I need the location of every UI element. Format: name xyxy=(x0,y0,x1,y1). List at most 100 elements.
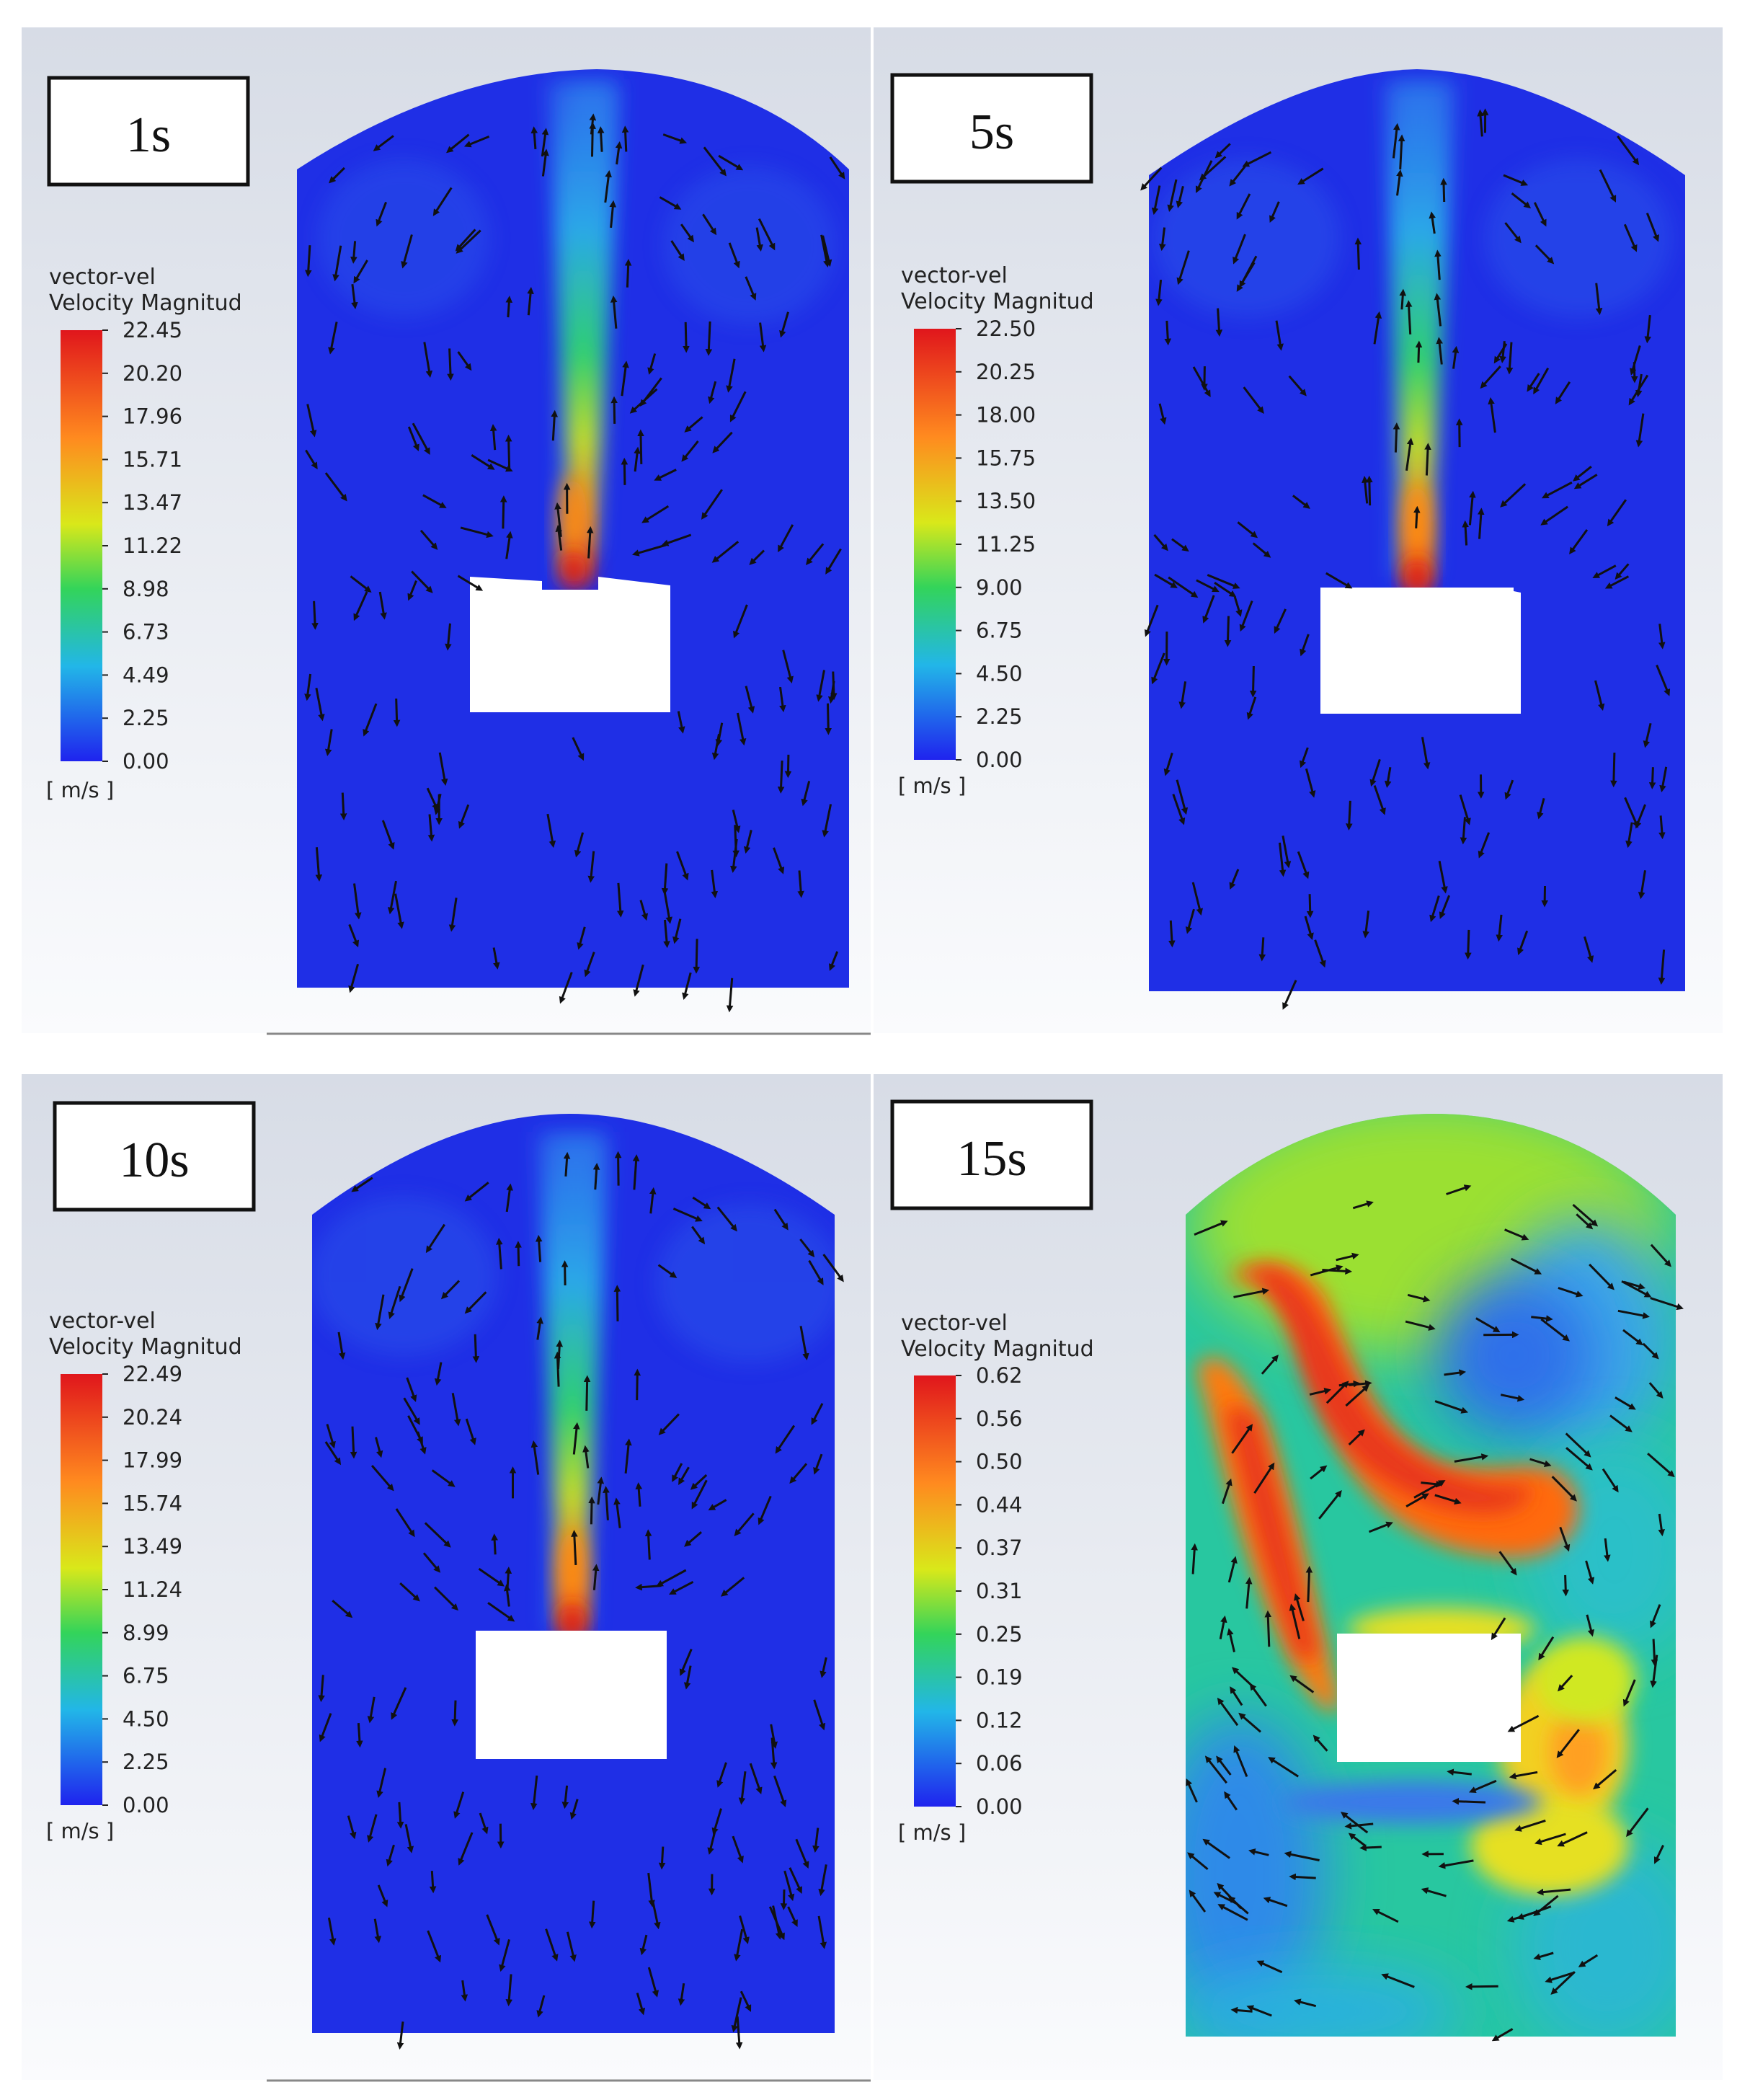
velocity-vector xyxy=(670,240,685,262)
velocity-vector xyxy=(1573,466,1592,482)
velocity-vector xyxy=(773,1208,789,1231)
velocity-vector xyxy=(423,342,433,378)
legend-15s: vector-vel Velocity Magnitud 0.62 0.56 0.5… xyxy=(898,1311,1094,1845)
velocity-vector xyxy=(1622,1679,1636,1707)
velocity-vector xyxy=(1294,1998,1317,2008)
colorbar-tick-label: 0.06 xyxy=(976,1751,1023,1776)
velocity-vector xyxy=(716,1206,737,1232)
velocity-vector xyxy=(633,964,644,997)
velocity-vector xyxy=(672,918,682,944)
velocity-vector xyxy=(773,1775,787,1807)
velocity-vector xyxy=(1545,1971,1575,1983)
velocity-vector xyxy=(1348,1833,1366,1847)
velocity-vector xyxy=(455,229,476,252)
velocity-vector xyxy=(1297,851,1310,880)
velocity-vector xyxy=(743,830,752,854)
velocity-vector xyxy=(326,1424,336,1449)
time-label: 10s xyxy=(119,1133,189,1188)
velocity-vector xyxy=(566,1931,577,1962)
velocity-vector xyxy=(587,851,595,883)
velocity-vector xyxy=(457,351,472,371)
velocity-vector xyxy=(726,978,734,1013)
velocity-vector xyxy=(708,381,717,404)
velocity-vector xyxy=(1594,680,1605,712)
velocity-vector xyxy=(682,972,692,1001)
velocity-vector xyxy=(463,136,490,148)
velocity-vector xyxy=(1219,1615,1227,1639)
velocity-vector xyxy=(610,295,618,329)
velocity-vector xyxy=(647,353,657,375)
legend-unit: [ m/s ] xyxy=(46,1819,114,1843)
velocity-vector xyxy=(348,963,360,993)
velocity-vector xyxy=(1460,817,1467,845)
velocity-vector xyxy=(799,1239,815,1258)
velocity-vector xyxy=(1504,779,1514,800)
velocity-vector xyxy=(1647,1453,1675,1478)
velocity-vector xyxy=(440,1280,461,1300)
velocity-vector xyxy=(1275,320,1284,351)
velocity-vector xyxy=(347,1815,357,1840)
velocity-vector xyxy=(1504,222,1522,244)
velocity-vector xyxy=(555,524,563,551)
velocity-vector xyxy=(818,1864,827,1897)
velocity-vector xyxy=(530,126,538,150)
velocity-vector xyxy=(808,1259,824,1285)
velocity-vector xyxy=(1413,1480,1446,1499)
velocity-vector xyxy=(1585,1560,1595,1585)
velocity-vector xyxy=(726,358,736,393)
velocity-vector xyxy=(787,1906,798,1927)
velocity-vector xyxy=(672,1463,683,1482)
velocity-vector xyxy=(541,128,549,157)
velocity-vector xyxy=(561,1785,569,1809)
velocity-vector xyxy=(391,1687,407,1720)
velocity-vector xyxy=(604,170,612,203)
velocity-vector xyxy=(561,1260,569,1286)
velocity-vector xyxy=(1215,308,1223,337)
velocity-vector xyxy=(1477,109,1484,137)
vector-arrows-10s xyxy=(318,1151,844,2050)
velocity-vector xyxy=(1578,1954,1599,1967)
velocity-vector xyxy=(1172,794,1186,825)
velocity-vector xyxy=(1586,1614,1595,1637)
colorbar-tick-label: 2.25 xyxy=(976,704,1023,729)
velocity-vector xyxy=(1236,193,1251,220)
velocity-vector xyxy=(692,1196,711,1210)
velocity-vector xyxy=(1626,1807,1649,1838)
velocity-vector xyxy=(779,686,786,713)
velocity-vector xyxy=(387,880,397,915)
velocity-vector xyxy=(1434,1494,1462,1505)
colorbar-tick-label: 13.50 xyxy=(976,489,1036,513)
velocity-vector xyxy=(703,146,727,177)
colorbar-tick-label: 0.44 xyxy=(976,1492,1023,1517)
velocity-vector xyxy=(1651,1639,1658,1667)
velocity-vector xyxy=(353,591,368,621)
velocity-vector xyxy=(434,1586,459,1611)
velocity-vector xyxy=(424,1522,451,1548)
velocity-vector xyxy=(541,149,549,177)
velocity-vector xyxy=(471,454,495,470)
velocity-vector xyxy=(1500,1394,1525,1402)
velocity-vector xyxy=(1491,1617,1506,1641)
velocity-vector xyxy=(1368,1521,1393,1533)
velocity-vector xyxy=(1229,869,1240,890)
velocity-vector xyxy=(505,1974,513,2006)
velocity-vector xyxy=(603,1486,610,1520)
velocity-vector xyxy=(672,1208,703,1222)
velocity-vector xyxy=(394,893,404,929)
velocity-vector xyxy=(811,1403,824,1425)
velocity-vector xyxy=(1624,797,1639,828)
velocity-vector xyxy=(496,1237,503,1270)
velocity-vector xyxy=(789,1867,802,1894)
velocity-vector xyxy=(1614,1396,1636,1410)
legend-title: vector-vel xyxy=(901,1311,1008,1336)
velocity-vector xyxy=(1256,1960,1283,1974)
velocity-vector xyxy=(1305,1566,1313,1603)
velocity-vector xyxy=(732,810,741,833)
velocity-vector xyxy=(478,1567,505,1587)
velocity-vector xyxy=(491,1533,498,1555)
velocity-vector xyxy=(427,1930,442,1963)
panel-1s: 1s vector-vel Velocity Magnitud 22.45 20.… xyxy=(46,69,849,1013)
velocity-vector xyxy=(758,218,776,251)
velocity-vector xyxy=(641,505,670,523)
legend-10s: vector-vel Velocity Magnitud 22.49 20.24 1… xyxy=(46,1308,242,1843)
